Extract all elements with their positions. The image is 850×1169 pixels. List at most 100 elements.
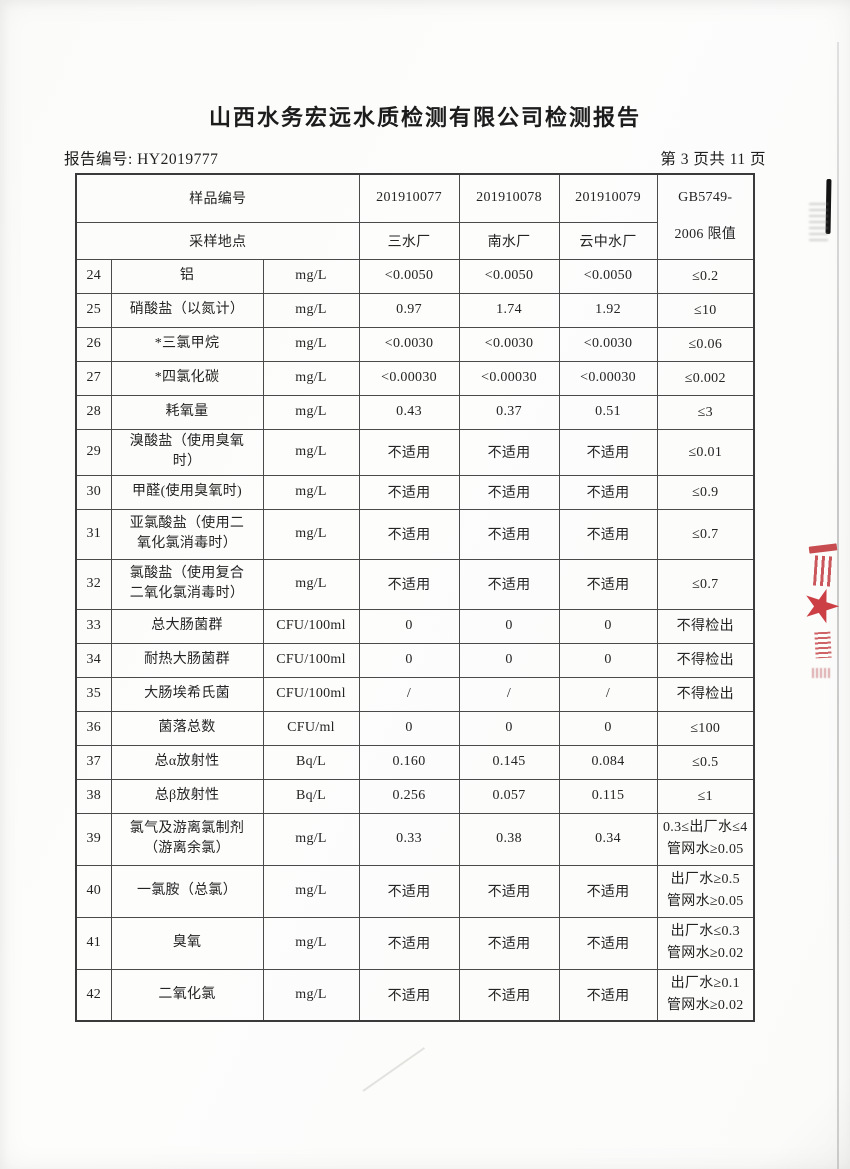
cell-limit: ≤100 [656, 710, 755, 746]
cell-no: 41 [75, 916, 112, 970]
cell-value-3: <0.00030 [558, 360, 658, 396]
cell-limit: ≤3 [656, 394, 755, 430]
table-row: 36 菌落总数 CFU/ml 0 0 0 ≤100 [75, 710, 755, 746]
cell-limit: 0.3≤出厂水≤4 管网水≥0.05 [656, 812, 755, 866]
cell-name: 臭氧 [110, 916, 264, 970]
cell-value-3: 不适用 [558, 916, 658, 970]
table-row: 42 二氧化氯 mg/L 不适用 不适用 不适用 出厂水≥0.1 管网水≥0.0… [75, 968, 755, 1022]
cell-value-1: 不适用 [358, 428, 460, 476]
page-number: 第 3 页共 11 页 [660, 151, 766, 168]
location-2: 南水厂 [458, 221, 560, 260]
cell-value-1: 不适用 [358, 558, 460, 610]
cell-unit: Bq/L [262, 778, 360, 814]
cell-value-2: 0.057 [458, 778, 560, 814]
cell-value-3: <0.0050 [558, 258, 658, 294]
cell-value-3: 不适用 [558, 474, 658, 510]
cell-no: 42 [75, 968, 112, 1022]
report-number: 报告编号: HY2019777 [64, 151, 219, 168]
cell-value-3: 不适用 [558, 968, 658, 1022]
cell-name: 总大肠菌群 [110, 608, 264, 644]
cell-value-2: 0.145 [458, 744, 560, 780]
table-row: 24 铝 mg/L <0.0050 <0.0050 <0.0050 ≤0.2 [75, 258, 755, 294]
cell-name: 铝 [110, 258, 264, 294]
cell-value-2: 不适用 [458, 508, 560, 560]
table-row: 25 硝酸盐（以氮计） mg/L 0.97 1.74 1.92 ≤10 [75, 292, 755, 328]
cell-unit: mg/L [262, 394, 360, 430]
cell-unit: mg/L [262, 292, 360, 328]
cell-unit: mg/L [262, 812, 360, 866]
cell-name: 大肠埃希氏菌 [110, 676, 264, 712]
cell-value-3: <0.0030 [558, 326, 658, 362]
cell-limit: 不得检出 [656, 642, 755, 678]
cell-name: 硝酸盐（以氮计） [110, 292, 264, 328]
cell-unit: mg/L [262, 508, 360, 560]
cell-name: 耗氧量 [110, 394, 264, 430]
cell-limit: ≤1 [656, 778, 755, 814]
cell-limit: ≤0.9 [656, 474, 755, 510]
cell-limit: ≤0.06 [656, 326, 755, 362]
cell-name: 二氧化氯 [110, 968, 264, 1022]
cell-unit: CFU/100ml [262, 676, 360, 712]
table-row: 41 臭氧 mg/L 不适用 不适用 不适用 出厂水≤0.3 管网水≥0.02 [75, 916, 755, 970]
cell-name: 氯气及游离氯制剂 （游离余氯） [110, 812, 264, 866]
cell-value-3: 0.51 [558, 394, 658, 430]
cell-value-2: 不适用 [458, 558, 560, 610]
document-title: 山西水务宏远水质检测有限公司检测报告 [208, 105, 641, 130]
page-corner-shade [690, 1079, 850, 1169]
cell-name: 氯酸盐（使用复合 二氧化氯消毒时） [110, 558, 264, 610]
cell-limit: ≤0.7 [656, 508, 755, 560]
cell-value-3: 不适用 [558, 558, 658, 610]
table-row: 37 总α放射性 Bq/L 0.160 0.145 0.084 ≤0.5 [75, 744, 755, 780]
cell-no: 31 [75, 508, 112, 560]
cell-value-1: <0.0050 [358, 258, 460, 294]
cell-no: 30 [75, 474, 112, 510]
cell-value-1: 0.256 [358, 778, 460, 814]
cell-value-2: 0 [458, 710, 560, 746]
cell-no: 40 [75, 864, 112, 918]
cell-limit: 不得检出 [656, 676, 755, 712]
cell-value-2: 0.38 [458, 812, 560, 866]
cell-name: *三氯甲烷 [110, 326, 264, 362]
cell-value-2: 0 [458, 642, 560, 678]
cell-unit: mg/L [262, 864, 360, 918]
cell-value-3: / [558, 676, 658, 712]
cell-no: 35 [75, 676, 112, 712]
cell-no: 38 [75, 778, 112, 814]
cell-unit: CFU/100ml [262, 608, 360, 644]
cell-value-2: <0.0030 [458, 326, 560, 362]
cell-unit: mg/L [262, 474, 360, 510]
cell-value-3: 0.084 [558, 744, 658, 780]
cell-no: 32 [75, 558, 112, 610]
table-row: 26 *三氯甲烷 mg/L <0.0030 <0.0030 <0.0030 ≤0… [75, 326, 755, 362]
cell-value-2: <0.00030 [458, 360, 560, 396]
cell-value-3: 不适用 [558, 864, 658, 918]
scanner-edge-line [837, 42, 839, 1169]
cell-limit: 出厂水≤0.3 管网水≥0.02 [656, 916, 755, 970]
seal-stroke [812, 668, 832, 678]
table-row: 31 亚氯酸盐（使用二 氧化氯消毒时） mg/L 不适用 不适用 不适用 ≤0.… [75, 508, 755, 560]
sample-id-3: 201910079 [558, 173, 658, 223]
paper-crease [362, 1047, 426, 1092]
cell-name: 溴酸盐（使用臭氧 时） [110, 428, 264, 476]
cell-unit: CFU/100ml [262, 642, 360, 678]
location-3: 云中水厂 [558, 221, 658, 260]
cell-no: 29 [75, 428, 112, 476]
cell-no: 27 [75, 360, 112, 396]
table-row: 40 一氯胺（总氯） mg/L 不适用 不适用 不适用 出厂水≥0.5 管网水≥… [75, 864, 755, 918]
cell-limit: ≤0.2 [656, 258, 755, 294]
cell-value-1: 不适用 [358, 864, 460, 918]
cell-name: 总α放射性 [110, 744, 264, 780]
cell-value-2: 0 [458, 608, 560, 644]
cell-limit: 出厂水≥0.5 管网水≥0.05 [656, 864, 755, 918]
cell-unit: mg/L [262, 428, 360, 476]
sample-id-1: 201910077 [358, 173, 460, 223]
cell-value-1: 0 [358, 710, 460, 746]
header-row-sample-id: 样品编号 201910077 201910078 201910079 GB574… [75, 173, 755, 260]
cell-limit: ≤10 [656, 292, 755, 328]
cell-limit: ≤0.5 [656, 744, 755, 780]
cell-limit: ≤0.002 [656, 360, 755, 396]
cell-no: 33 [75, 608, 112, 644]
cell-value-3: 1.92 [558, 292, 658, 328]
cell-value-3: 0.115 [558, 778, 658, 814]
